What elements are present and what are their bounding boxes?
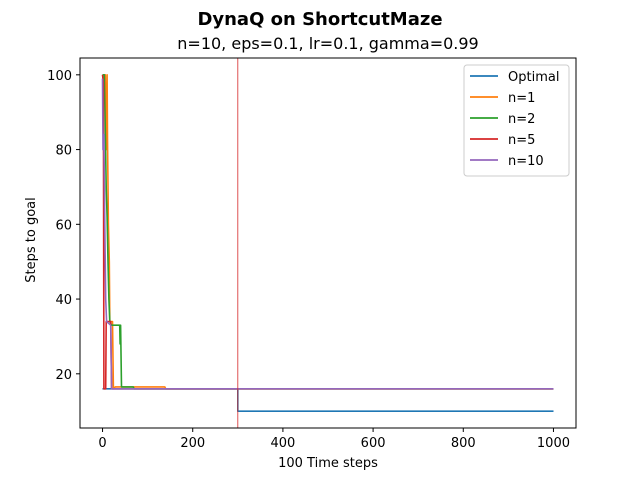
series-line-optimal [102,387,554,413]
legend-label: Optimal [508,70,559,85]
y-tick-label: 60 [55,218,72,233]
x-tick-label: 1000 [537,436,570,451]
x-tick-label: 200 [180,436,205,451]
x-axis-label: 100 Time steps [278,456,378,471]
legend-label: n=2 [508,112,535,127]
legend-label: n=1 [508,91,535,106]
legend-box [463,64,570,177]
y-tick-label: 40 [55,293,72,308]
chart-title: n=10, eps=0.1, lr=0.1, gamma=0.99 [177,34,478,53]
y-tick-label: 80 [55,144,72,159]
x-tick-label: 600 [361,436,386,451]
x-tick-label: 800 [451,436,476,451]
y-tick-label: 100 [47,69,72,84]
plot-area [101,58,554,428]
legend-label: n=5 [508,133,535,148]
legend-label: n=10 [508,154,544,169]
x-tick-label: 400 [270,436,295,451]
x-tick-label: 0 [98,436,106,451]
series-line-n-2 [102,74,554,390]
plot-frame [79,57,577,429]
chart-suptitle: DynaQ on ShortcutMaze [197,9,442,30]
series-line-n-10 [101,78,554,390]
y-axis-label: Steps to goal [24,197,39,282]
y-tick-label: 20 [55,368,72,383]
legend: Optimal n=1 n=2 n=5 n=10 [463,64,570,177]
